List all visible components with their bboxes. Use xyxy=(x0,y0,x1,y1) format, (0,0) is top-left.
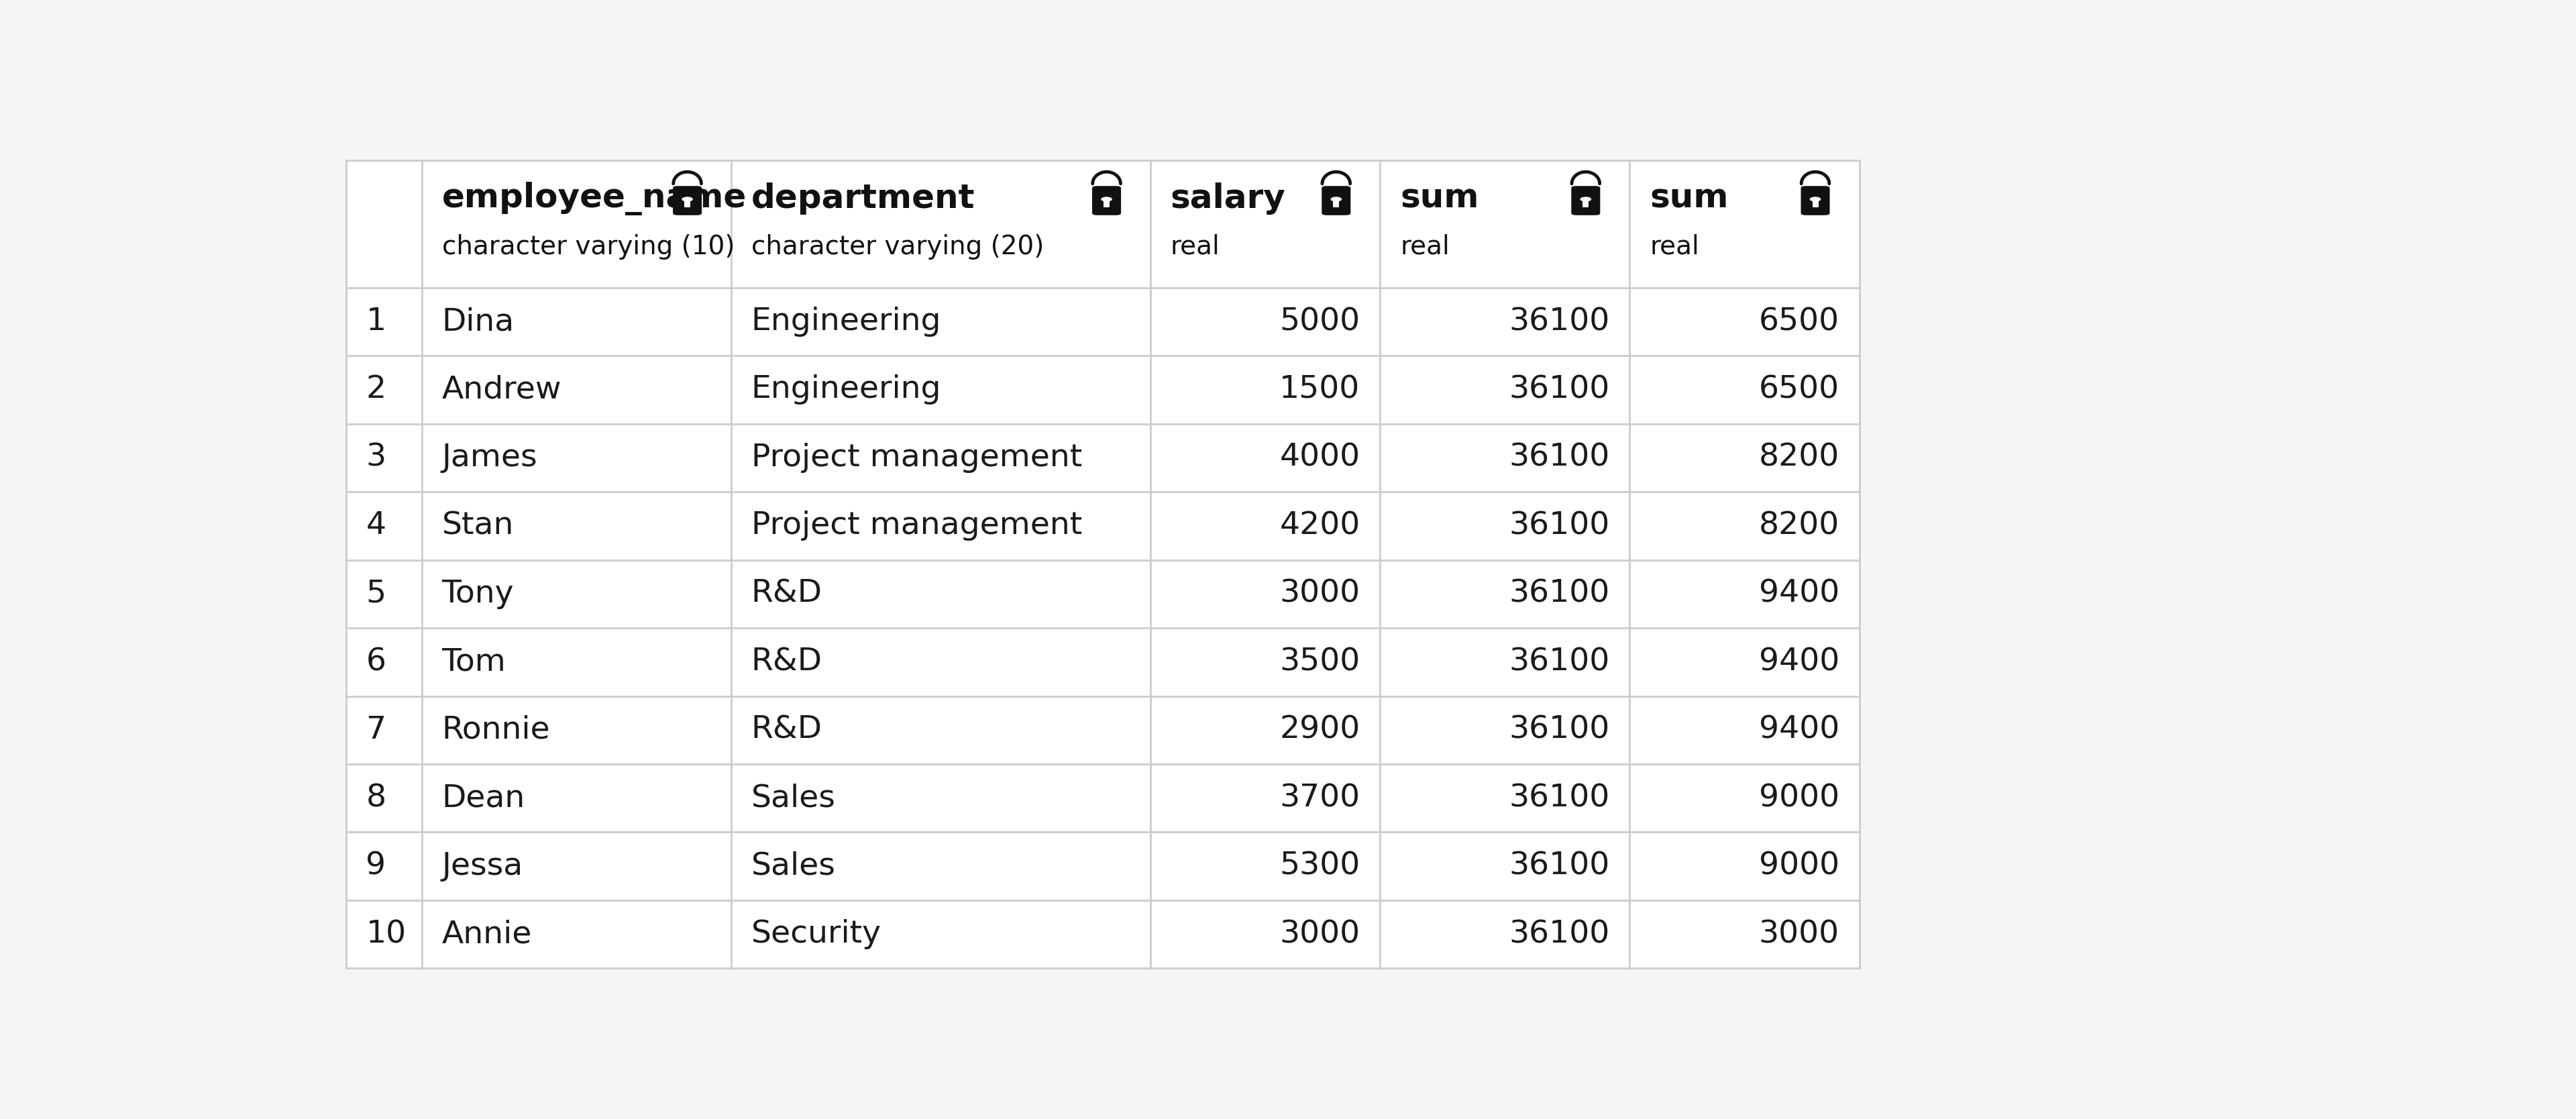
Text: 5: 5 xyxy=(366,579,386,609)
Text: salary: salary xyxy=(1170,182,1285,215)
Text: 36100: 36100 xyxy=(1510,715,1610,745)
Text: character varying (20): character varying (20) xyxy=(752,234,1043,260)
Text: 3000: 3000 xyxy=(1280,919,1360,949)
Bar xyxy=(1582,199,1589,207)
Text: 9: 9 xyxy=(366,852,386,882)
Text: R&D: R&D xyxy=(752,579,822,609)
Text: 9400: 9400 xyxy=(1759,715,1839,745)
Text: R&D: R&D xyxy=(752,715,822,745)
Text: Ronnie: Ronnie xyxy=(443,715,551,745)
Bar xyxy=(345,288,1860,356)
Text: 4: 4 xyxy=(366,510,386,540)
Circle shape xyxy=(1100,197,1113,201)
Text: 3000: 3000 xyxy=(1759,919,1839,949)
Text: Sales: Sales xyxy=(752,783,835,814)
Circle shape xyxy=(1332,197,1342,201)
Bar xyxy=(345,901,1860,968)
Circle shape xyxy=(683,197,693,201)
Text: James: James xyxy=(443,443,538,473)
Text: 2900: 2900 xyxy=(1280,715,1360,745)
Text: 2: 2 xyxy=(366,375,386,405)
Bar xyxy=(345,696,1860,764)
Text: Tom: Tom xyxy=(443,647,505,677)
Text: 36100: 36100 xyxy=(1510,579,1610,609)
Bar xyxy=(345,560,1860,628)
Bar xyxy=(1334,199,1340,207)
Text: sum: sum xyxy=(1401,182,1479,215)
Text: 1: 1 xyxy=(366,307,386,337)
Bar xyxy=(345,356,1860,424)
Bar xyxy=(1814,199,1819,207)
Text: Security: Security xyxy=(752,919,881,949)
Bar xyxy=(345,160,1860,288)
Text: 6: 6 xyxy=(366,647,386,677)
Text: Project management: Project management xyxy=(752,510,1082,540)
FancyBboxPatch shape xyxy=(1092,187,1121,215)
Bar xyxy=(685,199,690,207)
Text: 36100: 36100 xyxy=(1510,919,1610,949)
Text: Engineering: Engineering xyxy=(752,307,940,337)
FancyBboxPatch shape xyxy=(1801,187,1829,215)
Text: Sales: Sales xyxy=(752,852,835,882)
Text: character varying (10): character varying (10) xyxy=(443,234,734,260)
Bar xyxy=(345,764,1860,833)
Text: 4200: 4200 xyxy=(1280,510,1360,540)
Text: Jessa: Jessa xyxy=(443,852,523,882)
FancyBboxPatch shape xyxy=(1571,187,1600,215)
Text: 1500: 1500 xyxy=(1280,375,1360,405)
Bar xyxy=(345,424,1860,492)
Text: 36100: 36100 xyxy=(1510,510,1610,540)
Text: 10: 10 xyxy=(366,919,407,949)
Text: Project management: Project management xyxy=(752,443,1082,473)
Text: 9000: 9000 xyxy=(1759,852,1839,882)
Text: 36100: 36100 xyxy=(1510,375,1610,405)
Text: 36100: 36100 xyxy=(1510,647,1610,677)
Text: 9400: 9400 xyxy=(1759,647,1839,677)
Text: 36100: 36100 xyxy=(1510,783,1610,814)
Text: Stan: Stan xyxy=(443,510,513,540)
Text: 8: 8 xyxy=(366,783,386,814)
Bar xyxy=(1103,199,1110,207)
Text: Engineering: Engineering xyxy=(752,375,940,405)
Text: Tony: Tony xyxy=(443,579,515,609)
FancyBboxPatch shape xyxy=(1321,187,1350,215)
Text: department: department xyxy=(752,182,974,215)
Text: 5000: 5000 xyxy=(1280,307,1360,337)
Circle shape xyxy=(1579,197,1592,201)
Text: 36100: 36100 xyxy=(1510,307,1610,337)
Text: Dean: Dean xyxy=(443,783,526,814)
Text: 6500: 6500 xyxy=(1759,375,1839,405)
Text: R&D: R&D xyxy=(752,647,822,677)
Text: real: real xyxy=(1649,234,1700,260)
Bar xyxy=(345,833,1860,901)
Text: 3: 3 xyxy=(366,443,386,473)
Text: 3500: 3500 xyxy=(1280,647,1360,677)
Text: Dina: Dina xyxy=(443,307,515,337)
Text: sum: sum xyxy=(1649,182,1728,215)
Text: Annie: Annie xyxy=(443,919,531,949)
Text: 3700: 3700 xyxy=(1280,783,1360,814)
Text: 7: 7 xyxy=(366,715,386,745)
Text: 8200: 8200 xyxy=(1759,510,1839,540)
Text: 36100: 36100 xyxy=(1510,852,1610,882)
FancyBboxPatch shape xyxy=(672,187,701,215)
Text: 36100: 36100 xyxy=(1510,443,1610,473)
Text: 9000: 9000 xyxy=(1759,783,1839,814)
Text: 5300: 5300 xyxy=(1280,852,1360,882)
Text: real: real xyxy=(1170,234,1221,260)
Bar xyxy=(345,628,1860,696)
Text: real: real xyxy=(1401,234,1450,260)
Text: 8200: 8200 xyxy=(1759,443,1839,473)
Text: Andrew: Andrew xyxy=(443,375,562,405)
Text: 9400: 9400 xyxy=(1759,579,1839,609)
Bar xyxy=(345,492,1860,560)
Text: employee_name: employee_name xyxy=(443,181,747,215)
Circle shape xyxy=(1811,197,1821,201)
Text: 6500: 6500 xyxy=(1759,307,1839,337)
Text: 4000: 4000 xyxy=(1280,443,1360,473)
Text: 3000: 3000 xyxy=(1280,579,1360,609)
